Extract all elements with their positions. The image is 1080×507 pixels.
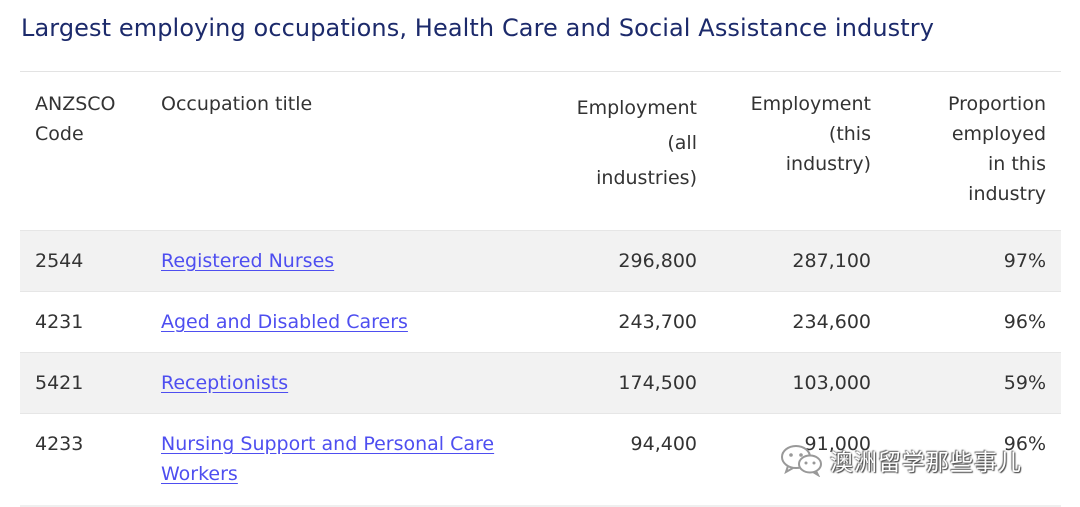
watermark-text: 澳洲留学那些事儿: [830, 450, 1022, 476]
cell-proportion: 59%: [886, 352, 1061, 414]
wechat-icon: [781, 445, 822, 477]
cell-employment-all: 174,500: [546, 352, 712, 414]
cell-proportion: 97%: [886, 230, 1061, 292]
header-row: ANZSCO Code Occupation title Employment …: [20, 72, 1061, 231]
cell-code: 2544: [20, 230, 146, 292]
occupation-link-registered-nurses[interactable]: Registered Nurses: [161, 250, 335, 272]
header-employment-all-industries: Employment (all industries): [576, 97, 697, 189]
cell-occupation: Aged and Disabled Carers: [146, 291, 546, 353]
cell-occupation: Registered Nurses: [146, 230, 546, 292]
cell-employment-all: 296,800: [546, 230, 712, 292]
table-row: 5421 Receptionists 174,500 103,000 59%: [20, 352, 1061, 414]
cell-employment-this: 103,000: [712, 352, 886, 414]
page-title: Largest employing occupations, Health Ca…: [21, 14, 935, 42]
cell-code: 4233: [20, 413, 146, 505]
occupation-link-receptionists[interactable]: Receptionists: [161, 372, 289, 394]
watermark: 澳洲留学那些事儿: [780, 442, 1022, 478]
cell-employment-this: 91,000: [712, 413, 886, 505]
table-header: ANZSCO Code Occupation title Employment …: [20, 72, 1061, 231]
cell-employment-this: 287,100: [712, 230, 886, 292]
cell-employment-this: 234,600: [712, 291, 886, 353]
header-anzsco-code: ANZSCO Code: [35, 93, 116, 145]
table-body: 2544 Registered Nurses 296,800 287,100 9…: [20, 230, 1061, 505]
cell-occupation: Receptionists: [146, 352, 546, 414]
occupations-table-container: ANZSCO Code Occupation title Employment …: [20, 71, 1061, 507]
cell-proportion: 96%: [886, 413, 1061, 505]
cell-proportion: 96%: [886, 291, 1061, 353]
header-employment-this-industry: Employment (this industry): [750, 93, 871, 175]
occupation-link-nursing-support-and-personal-care-workers[interactable]: Nursing Support and Personal Care Workers: [161, 433, 495, 485]
table-row: 4233 Nursing Support and Personal Care Wo…: [20, 413, 1061, 505]
occupations-table: ANZSCO Code Occupation title Employment …: [20, 72, 1061, 505]
cell-occupation: Nursing Support and Personal Care Workers: [146, 413, 546, 505]
header-proportion-employed: Proportion employed in this industry: [947, 93, 1046, 205]
cell-employment-all: 243,700: [546, 291, 712, 353]
cell-employment-all: 94,400: [546, 413, 712, 505]
table-row: 4231 Aged and Disabled Carers 243,700 23…: [20, 291, 1061, 353]
table-row: 2544 Registered Nurses 296,800 287,100 9…: [20, 230, 1061, 292]
header-occupation-title: Occupation title: [161, 93, 313, 115]
cell-code: 5421: [20, 352, 146, 414]
cell-code: 4231: [20, 291, 146, 353]
table-bottom-border: [20, 504, 1061, 507]
occupation-link-aged-and-disabled-carers[interactable]: Aged and Disabled Carers: [161, 311, 408, 333]
